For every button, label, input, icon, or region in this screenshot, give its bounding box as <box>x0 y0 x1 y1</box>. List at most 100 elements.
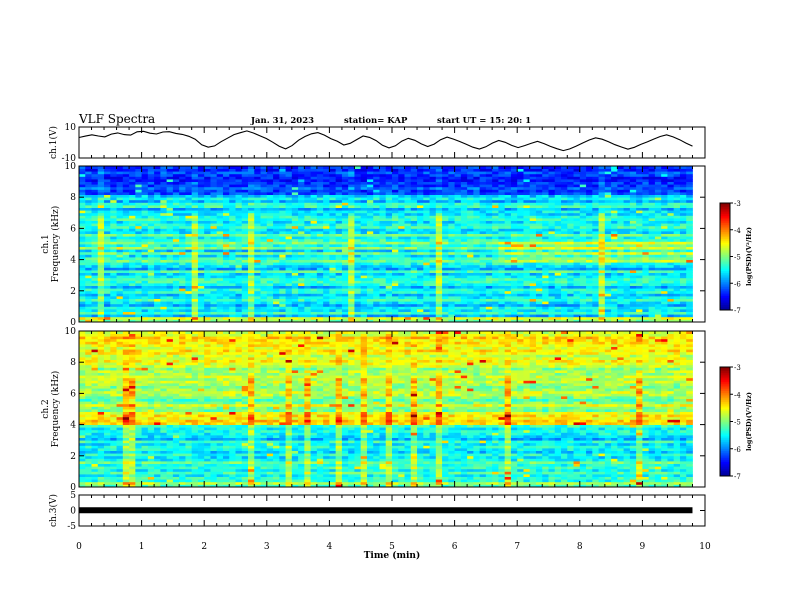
spectrogram-cell <box>430 195 437 198</box>
spectrogram-cell <box>555 205 562 208</box>
spectrogram-cell <box>523 228 530 231</box>
spectrogram-cell <box>79 301 86 304</box>
spectrogram-cell <box>411 267 418 270</box>
spectrogram-cell <box>223 202 230 205</box>
spectrogram-cell <box>273 265 280 268</box>
spectrogram-cell <box>117 267 124 270</box>
spectrogram-cell <box>442 213 449 216</box>
spectrogram-cell <box>436 197 443 200</box>
spectrogram-cell <box>273 312 280 315</box>
spectrogram-cell <box>329 288 336 291</box>
spectrogram-cell <box>304 221 311 224</box>
spectrogram-cell <box>392 288 399 291</box>
spectrogram-cell <box>323 288 330 291</box>
spectrogram-cell <box>185 182 192 185</box>
spectrogram-cell <box>279 171 286 174</box>
spectrogram-cell <box>417 179 424 182</box>
spectrogram-cell <box>85 309 92 312</box>
spectrogram-cell <box>486 200 493 203</box>
spectrogram-cell <box>179 187 186 190</box>
spectrogram-cell <box>448 280 455 283</box>
spectrogram-cell <box>179 223 186 226</box>
spectrogram-cell <box>323 213 330 216</box>
spectrogram-cell <box>254 228 261 231</box>
spectrogram-cell <box>361 260 368 263</box>
spectrogram-cell <box>110 275 117 278</box>
spectrogram-cell <box>167 215 174 218</box>
spectrogram-cell <box>373 202 380 205</box>
spectrogram-cell <box>536 174 543 177</box>
spectrogram-cell <box>411 288 418 291</box>
spectrogram-cell <box>498 299 505 302</box>
spectrogram-cell <box>455 293 462 296</box>
spectrogram-cell <box>248 208 255 211</box>
spectrogram-cell <box>261 278 268 281</box>
spectrogram-cell <box>110 182 117 185</box>
spectrogram-cell <box>304 317 311 320</box>
spectrogram-cell <box>192 267 199 270</box>
spectrogram-cell <box>117 301 124 304</box>
spectrogram-cell <box>298 176 305 179</box>
spectrogram-cell <box>148 176 155 179</box>
spectrogram-cell <box>117 241 124 244</box>
spectrogram-cell <box>110 236 117 239</box>
spectrogram-cell <box>448 200 455 203</box>
spectrogram-cell <box>580 228 587 231</box>
spectrogram-cell <box>517 187 524 190</box>
spectrogram-cell <box>254 299 261 302</box>
spectrogram-cell <box>311 182 318 185</box>
spectrogram-cell <box>373 205 380 208</box>
spectrogram-cell <box>267 252 274 255</box>
spectrogram-cell <box>229 200 236 203</box>
spectrogram-cell <box>580 236 587 239</box>
spectrogram-cell <box>392 205 399 208</box>
spectrogram-cell <box>555 273 562 276</box>
spectrogram-cell <box>473 218 480 221</box>
spectrogram-cell <box>142 171 149 174</box>
spectrogram-cell <box>536 247 543 250</box>
spectrogram-cell <box>505 275 512 278</box>
spectrogram-cell <box>311 213 318 216</box>
spectrogram-cell <box>311 210 318 213</box>
spectrogram-cell <box>542 247 549 250</box>
spectrogram-cell <box>480 260 487 263</box>
spectrogram-cell <box>549 171 556 174</box>
spectrogram-cell <box>436 234 443 237</box>
spectrogram-cell <box>411 226 418 229</box>
spectrogram-cell <box>210 304 217 307</box>
spectrogram-cell <box>185 265 192 268</box>
spectrogram-cell <box>511 280 518 283</box>
spectrogram-cell <box>185 273 192 276</box>
spectrogram-cell <box>135 280 142 283</box>
spectrogram-cell <box>261 291 268 294</box>
spectrogram-cell <box>367 312 374 315</box>
spectrogram-cell <box>98 267 105 270</box>
spectrogram-cell <box>304 257 311 260</box>
spectrogram-cell <box>574 306 581 309</box>
spectrogram-cell <box>160 296 167 299</box>
spectrogram-cell <box>117 210 124 213</box>
spectrogram-cell <box>517 273 524 276</box>
spectrogram-cell <box>98 187 105 190</box>
spectrogram-cell <box>461 205 468 208</box>
spectrogram-cell <box>517 252 524 255</box>
spectrogram-cell <box>348 202 355 205</box>
spectrogram-cell <box>574 286 581 289</box>
spectrogram-cell <box>117 195 124 198</box>
spectrogram-cell <box>223 273 230 276</box>
spectrogram-cell <box>236 301 243 304</box>
spectrogram-cell <box>286 215 293 218</box>
spectrogram-cell <box>286 306 293 309</box>
spectrogram-cell <box>386 304 393 307</box>
spectrogram-cell <box>317 226 324 229</box>
spectrogram-cell <box>254 182 261 185</box>
spectrogram-cell <box>392 174 399 177</box>
spectrogram-cell <box>123 304 130 307</box>
spectrogram-cell <box>498 184 505 187</box>
spectrogram-cell <box>492 192 499 195</box>
spectrogram-cell <box>92 270 99 273</box>
spectrogram-cell <box>323 257 330 260</box>
spectrogram-cell <box>542 210 549 213</box>
spectrogram-cell <box>423 301 430 304</box>
spectrogram-cell <box>392 299 399 302</box>
